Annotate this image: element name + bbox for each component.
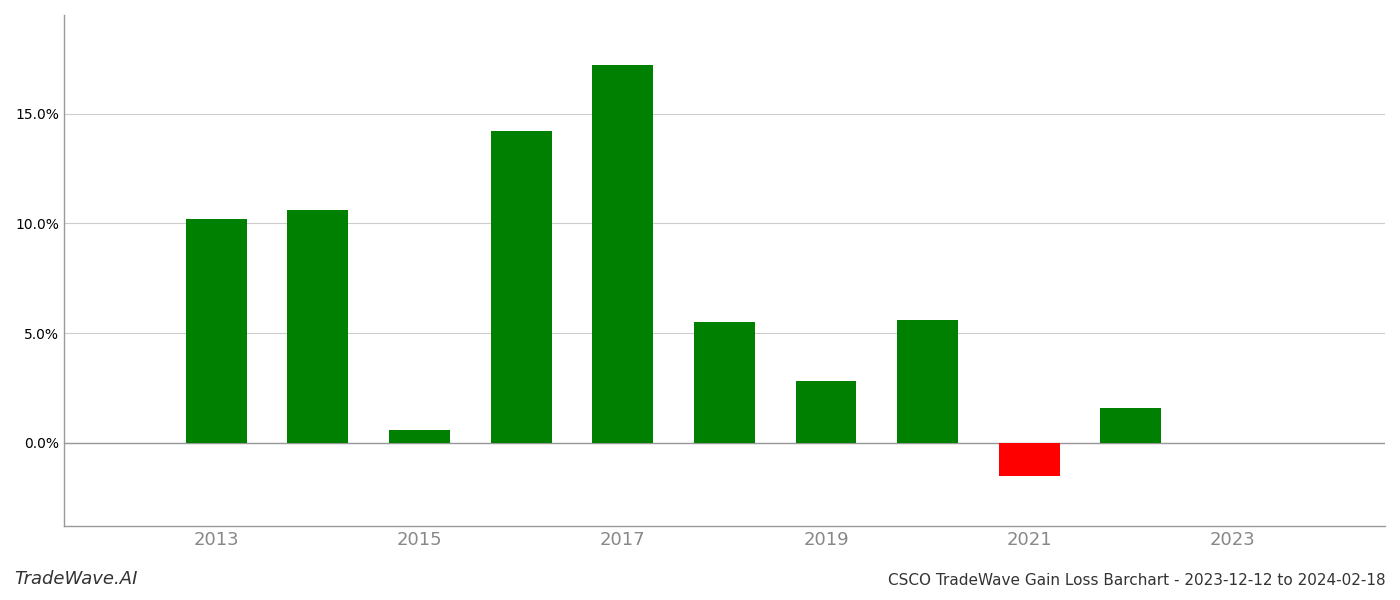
Bar (490, 131, 552, 443)
Text: TradeWave.AI: TradeWave.AI (14, 570, 137, 588)
Bar (186, 219, 246, 443)
Bar (998, 443, 1060, 476)
Bar (592, 65, 654, 443)
Bar (1100, 407, 1162, 443)
Bar (694, 322, 755, 443)
Bar (389, 430, 449, 443)
Bar (795, 382, 857, 443)
Text: CSCO TradeWave Gain Loss Barchart - 2023-12-12 to 2024-02-18: CSCO TradeWave Gain Loss Barchart - 2023… (889, 573, 1386, 588)
Bar (897, 320, 958, 443)
Bar (287, 210, 349, 443)
